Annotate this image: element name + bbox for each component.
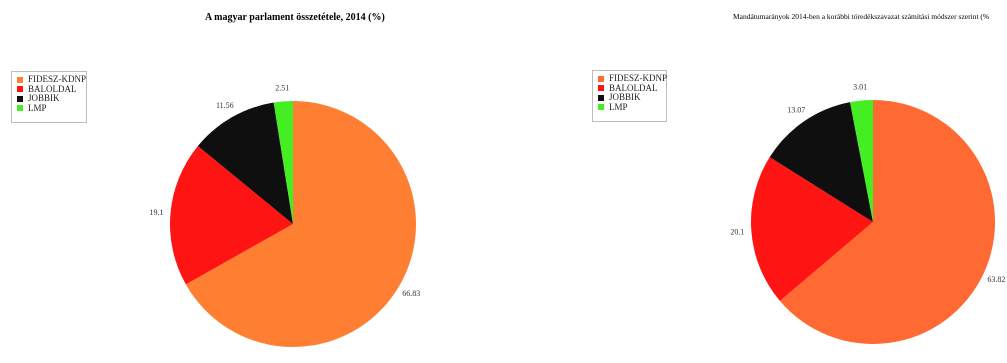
pie-chart: 63.82 20.1 13.07 3.01 bbox=[730, 83, 1005, 345]
pie-slice bbox=[170, 146, 293, 285]
legend-label: BALOLDAL bbox=[609, 82, 658, 93]
legend-swatch bbox=[598, 75, 604, 82]
pie-slice bbox=[779, 100, 995, 345]
legend-label: JOBBIK bbox=[28, 93, 60, 103]
pie-chart: 66.83 19.1 11.56 2.51 bbox=[150, 83, 420, 347]
data-label: 63.82 bbox=[987, 275, 1005, 284]
data-label: 20.1 bbox=[730, 228, 744, 237]
legend-label: JOBBIK bbox=[609, 92, 641, 102]
data-label: 3.01 bbox=[853, 83, 867, 92]
data-label: 2.51 bbox=[275, 83, 289, 92]
legend-label: FIDESZ-KDNP bbox=[609, 73, 668, 83]
legend-item: BALOLDAL bbox=[17, 83, 80, 95]
chart-panel-seat-ratios: Mandátumarányok 2014-ben a korábbi töred… bbox=[580, 0, 1007, 363]
chart-legend: FIDESZ-KDNP BALOLDAL JOBBIK LMP bbox=[11, 71, 87, 123]
chart-title: A magyar parlament összetétele, 2014 (%) bbox=[205, 12, 385, 23]
data-label: 19.1 bbox=[150, 208, 164, 217]
pie-slice bbox=[850, 100, 873, 222]
legend-label: FIDESZ-KDNP bbox=[28, 74, 87, 84]
legend-swatch bbox=[598, 104, 604, 111]
chart-legend: FIDESZ-KDNP BALOLDAL JOBBIK LMP bbox=[592, 70, 667, 122]
legend-label: LMP bbox=[28, 102, 47, 113]
legend-item: FIDESZ-KDNP bbox=[17, 74, 86, 85]
chart-panel-composition: A magyar parlament összetétele, 2014 (%)… bbox=[11, 12, 420, 347]
legend-swatch bbox=[17, 76, 23, 83]
data-label: 13.07 bbox=[787, 106, 805, 115]
pie-slice bbox=[273, 101, 293, 224]
legend-swatch bbox=[598, 85, 604, 92]
legend-item: JOBBIK bbox=[598, 92, 660, 103]
chart-title: Mandátumarányok 2014-ben a korábbi töred… bbox=[733, 12, 990, 21]
legend-label: LMP bbox=[609, 101, 628, 112]
legend-swatch bbox=[598, 94, 604, 101]
legend-item: LMP bbox=[598, 101, 660, 113]
legend-swatch bbox=[17, 86, 23, 93]
data-label: 11.56 bbox=[216, 101, 234, 110]
pie-slice bbox=[197, 102, 293, 224]
legend-item: JOBBIK bbox=[17, 93, 80, 104]
pie-slice bbox=[751, 157, 873, 301]
legend-label: BALOLDAL bbox=[28, 83, 77, 94]
legend-item: BALOLDAL bbox=[598, 82, 660, 94]
pie-slice bbox=[769, 102, 873, 222]
data-label: 66.83 bbox=[402, 289, 420, 298]
legend-item: LMP bbox=[17, 102, 80, 114]
legend-swatch bbox=[17, 105, 23, 112]
legend-swatch bbox=[17, 95, 23, 102]
pie-slice bbox=[185, 101, 416, 347]
legend-item: FIDESZ-KDNP bbox=[598, 73, 667, 84]
